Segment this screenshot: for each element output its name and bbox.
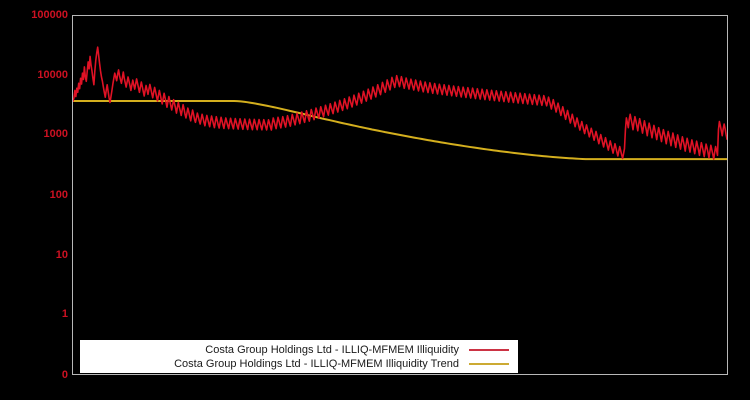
y-tick-label-1: 1 (61, 308, 68, 320)
legend-label-illiquidity: Costa Group Holdings Ltd - ILLIQ-MFMEM I… (205, 344, 459, 356)
plot-svg (73, 46, 727, 161)
legend-entry-illiquidity: Costa Group Holdings Ltd - ILLIQ-MFMEM I… (85, 343, 511, 357)
gold-line-swatch-icon (469, 363, 509, 365)
legend-entry-trend: Costa Group Holdings Ltd - ILLIQ-MFMEM I… (85, 357, 511, 371)
red-line-swatch-icon (469, 349, 509, 351)
y-tick-label-10000: 10000 (37, 69, 68, 81)
y-tick-label-100000: 100000 (31, 9, 68, 21)
series-line-trend (73, 100, 727, 161)
plot-area (72, 15, 728, 375)
legend-label-trend: Costa Group Holdings Ltd - ILLIQ-MFMEM I… (174, 358, 459, 370)
legend: Costa Group Holdings Ltd - ILLIQ-MFMEM I… (80, 340, 518, 373)
y-tick-label-0: 0 (61, 369, 68, 381)
y-axis: 100000 10000 1000 100 10 1 0 (0, 0, 68, 400)
y-tick-label-10: 10 (55, 249, 68, 261)
series-line-illiquidity (73, 46, 727, 160)
y-tick-label-100: 100 (49, 189, 68, 201)
y-tick-label-1000: 1000 (43, 128, 68, 140)
